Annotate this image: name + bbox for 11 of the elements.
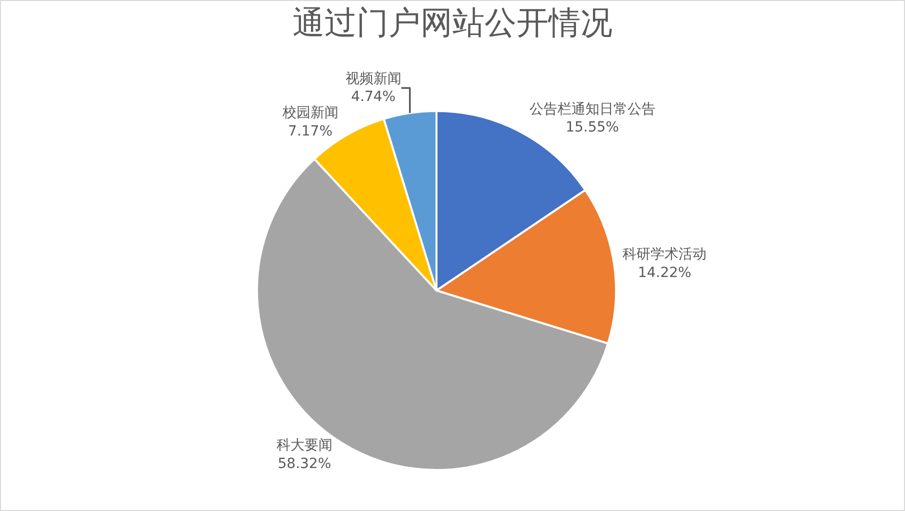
data-label: 4.74% — [351, 89, 396, 106]
data-label: 14.22% — [638, 264, 692, 281]
slice-label: 视频新闻 — [345, 70, 402, 87]
slice-label: 科研学术活动 — [622, 246, 707, 263]
data-label: 58.32% — [278, 456, 332, 472]
chart-title: 通过门户网站公开情况 — [292, 4, 612, 42]
data-label: 7.17% — [288, 123, 333, 140]
slice-label: 校园新闻 — [281, 105, 338, 122]
data-label: 15.55% — [566, 120, 619, 136]
slice-label: 科大要闻 — [276, 438, 332, 454]
slice-label: 公告栏通知日常公告 — [529, 102, 656, 118]
